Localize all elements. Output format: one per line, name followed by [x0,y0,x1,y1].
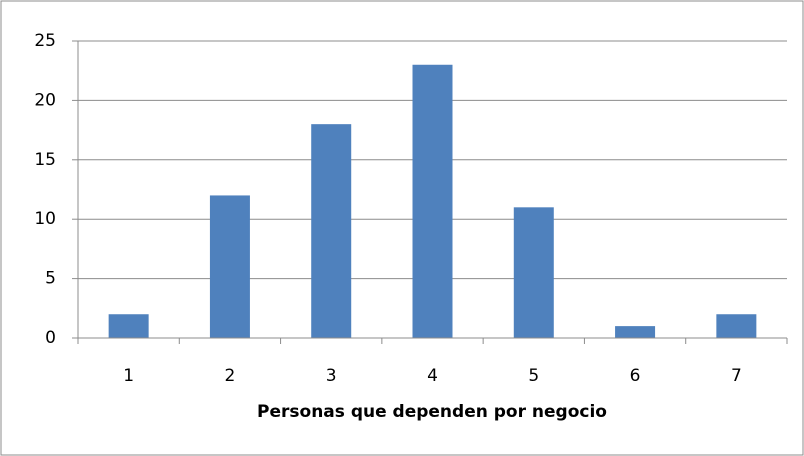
y-tick-label: 25 [34,31,56,51]
x-tick-label: 4 [427,366,438,386]
bar [716,314,757,338]
bar [209,195,250,338]
x-tick-label: 3 [326,366,337,386]
y-tick-label: 0 [45,328,56,348]
bar [311,124,352,338]
y-tick-label: 15 [34,150,56,170]
y-tick-label: 5 [45,269,56,289]
y-tick-label: 10 [34,209,56,229]
x-tick-label: 6 [630,366,641,386]
x-tick-label: 5 [528,366,539,386]
x-tick-label: 1 [123,366,134,386]
bar [108,314,149,338]
bar [513,207,554,338]
x-tick-label: 2 [225,366,236,386]
x-tick-label: 7 [731,366,742,386]
bar [615,326,656,338]
x-axis-title: Personas que dependen por negocio [257,402,607,422]
bar [412,64,453,338]
y-tick-label: 20 [34,90,56,110]
